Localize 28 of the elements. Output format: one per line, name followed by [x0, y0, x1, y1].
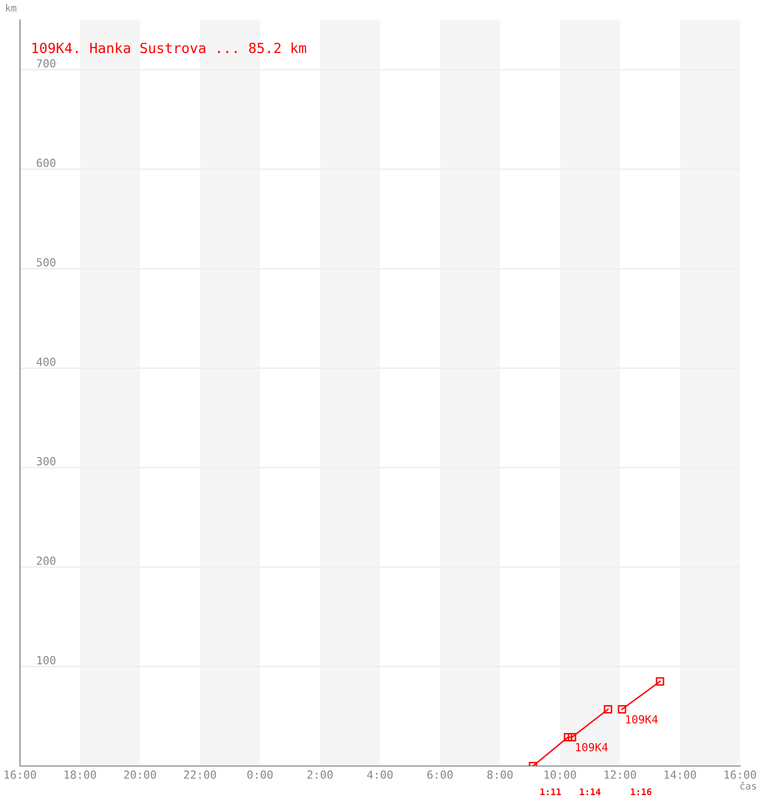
- text: 109K4. Hanka Sustrova ... 85.2 km: [32, 42, 306, 54]
- y-tick-label: 200: [36, 556, 56, 565]
- x-tick-label: 4:00: [367, 770, 393, 779]
- x-tick-label: 16:00: [4, 770, 36, 779]
- x-tick-label: 16:00: [724, 770, 756, 779]
- x-tick-label: 8:00: [487, 770, 513, 779]
- y-tick-label: 300: [36, 457, 56, 466]
- x-tick-label: 22:00: [184, 770, 216, 779]
- x-axis-title: čas: [740, 782, 756, 790]
- text: 1:16: [630, 788, 652, 796]
- y-tick-label: 100: [37, 656, 56, 664]
- x-tick-label: 12:00: [604, 770, 636, 779]
- y-tick-label: 500: [36, 258, 56, 267]
- x-tick-label: 14:00: [664, 770, 696, 779]
- x-tick-label: 2:00: [307, 770, 333, 779]
- x-tick-label: 6:00: [427, 770, 453, 779]
- y-tick-label: 400: [36, 358, 56, 366]
- y-axis-title: km: [6, 4, 16, 12]
- y-tick-label: 600: [36, 158, 56, 168]
- x-tick-label: 10:00: [544, 770, 576, 779]
- x-tick-label: 18:00: [64, 770, 96, 779]
- annotation: 109K4: [576, 742, 608, 752]
- y-tick-label: 700: [36, 59, 56, 68]
- text: 1:11: [540, 788, 561, 796]
- x-tick-label: 20:00: [124, 770, 156, 779]
- text: 1:14: [580, 788, 600, 796]
- x-tick-label: 0:00: [247, 770, 273, 779]
- annotation: 109K4: [626, 715, 658, 724]
